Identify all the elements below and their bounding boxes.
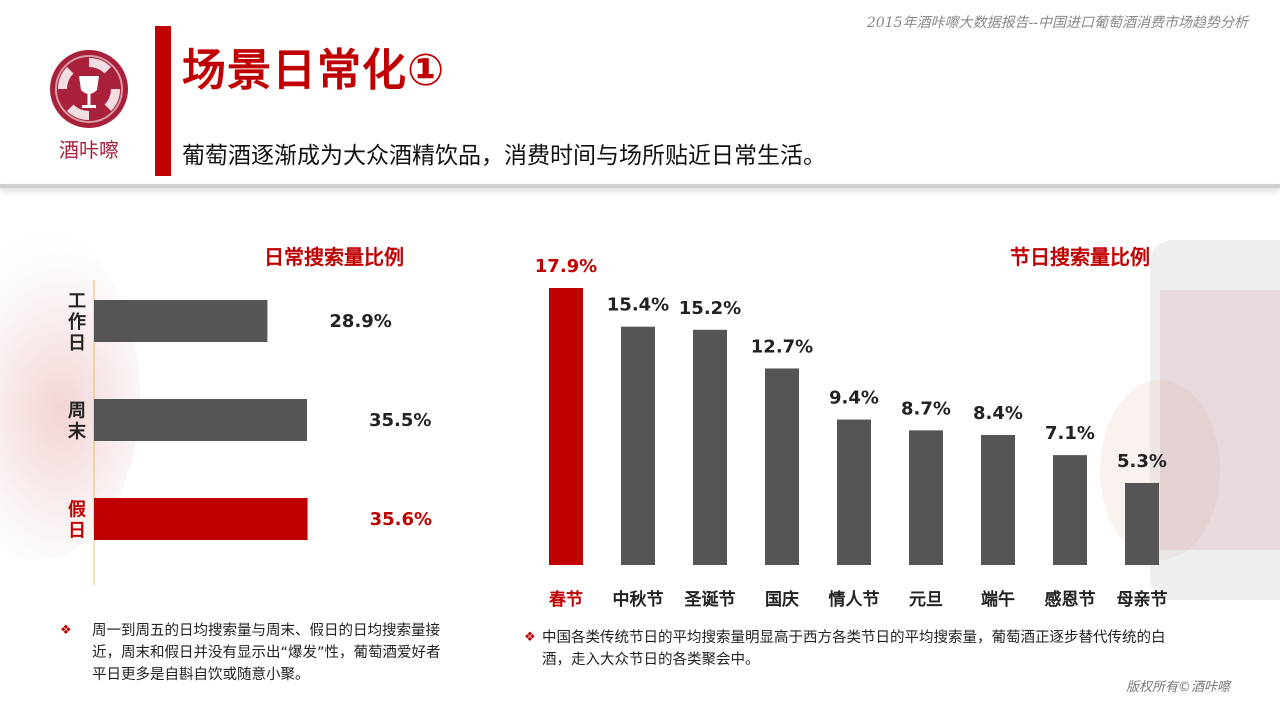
bar xyxy=(94,399,307,441)
logo-icon xyxy=(50,50,128,128)
value-label: 5.3% xyxy=(1117,451,1167,472)
category-label: 元旦 xyxy=(909,590,943,610)
value-label: 8.4% xyxy=(973,403,1023,424)
title-accent-bar xyxy=(155,26,171,176)
bar xyxy=(837,419,871,565)
bar xyxy=(621,326,655,565)
page-title: 场景日常化① xyxy=(182,45,446,96)
bar xyxy=(94,498,308,540)
value-label: 15.4% xyxy=(607,295,669,316)
left-note: ❖ 周一到周五的日均搜索量与周末、假日的日均搜索量接近，周末和假日并没有显示出“… xyxy=(60,620,455,686)
category-label: 母亲节 xyxy=(1117,589,1168,610)
bar xyxy=(765,368,799,565)
right-note: ❖ 中国各类传统节日的平均搜索量明显高于西方各类节日的平均搜索量，葡萄酒正逐步替… xyxy=(524,627,1174,671)
bar xyxy=(1125,482,1159,565)
bar xyxy=(981,435,1015,565)
report-caption: 2015年酒咔嚓大数据报告--中国进口葡萄酒消费市场趋势分析 xyxy=(866,15,1248,31)
category-label: 工作日 xyxy=(68,291,86,354)
daily-search-chart: 工作日 28.9% 周末 35.5% 假日 35.6% xyxy=(68,280,432,585)
category-label: 感恩节 xyxy=(1045,589,1096,610)
header-divider xyxy=(0,184,1280,188)
value-label: 12.7% xyxy=(751,336,813,357)
value-label: 35.6% xyxy=(370,509,432,530)
category-label: 假日 xyxy=(68,499,87,542)
value-label: 7.1% xyxy=(1045,423,1095,444)
category-label: 周末 xyxy=(68,401,87,443)
bar xyxy=(549,288,583,565)
category-label: 情人节 xyxy=(829,589,880,610)
bar xyxy=(693,329,727,565)
value-label: 15.2% xyxy=(679,298,741,319)
left-note-text: 周一到周五的日均搜索量与周末、假日的日均搜索量接近，周末和假日并没有显示出“爆发… xyxy=(92,623,441,683)
category-label: 春节 xyxy=(549,589,583,610)
bar xyxy=(1053,455,1087,565)
value-label: 8.7% xyxy=(901,398,951,419)
category-label: 中秋节 xyxy=(613,589,664,610)
category-label: 端午 xyxy=(981,589,1015,610)
category-label: 国庆 xyxy=(765,589,799,610)
value-label: 35.5% xyxy=(369,410,431,431)
background-hand xyxy=(1100,380,1220,560)
copyright: 版权所有©酒咔嚓 xyxy=(1125,680,1230,695)
background-phone xyxy=(1150,240,1280,600)
bullet-icon: ❖ xyxy=(60,623,72,638)
category-label: 圣诞节 xyxy=(685,589,736,610)
bullet-icon: ❖ xyxy=(524,630,536,645)
value-label: 9.4% xyxy=(829,388,879,409)
value-label: 17.9% xyxy=(535,256,597,277)
bar xyxy=(909,430,943,565)
holiday-search-chart: 17.9% 春节 15.4% 中秋节 15.2% 圣诞节 12.7% 国庆 9.4% 情人节 8.7… xyxy=(535,256,1168,610)
bar xyxy=(94,300,268,342)
left-chart-title: 日常搜索量比例 xyxy=(264,245,404,269)
right-chart-title: 节日搜索量比例 xyxy=(1010,245,1150,269)
page-subtitle: 葡萄酒逐渐成为大众酒精饮品，消费时间与场所贴近日常生活。 xyxy=(182,143,826,169)
logo-text: 酒咔嚓 xyxy=(59,138,119,162)
background-phone-screen xyxy=(1160,290,1280,550)
value-label: 28.9% xyxy=(329,311,391,332)
right-note-text: 中国各类传统节日的平均搜索量明显高于西方各类节日的平均搜索量，葡萄酒正逐步替代传… xyxy=(542,630,1166,668)
